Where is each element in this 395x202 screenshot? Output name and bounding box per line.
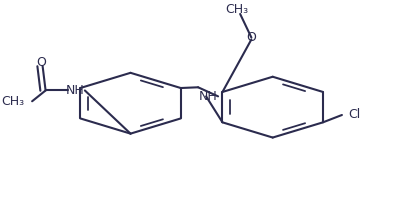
Text: O: O xyxy=(36,56,46,68)
Text: NH: NH xyxy=(199,90,217,103)
Text: Cl: Cl xyxy=(348,108,360,121)
Text: CH₃: CH₃ xyxy=(2,95,24,108)
Text: NH: NH xyxy=(66,84,85,97)
Text: O: O xyxy=(246,31,256,44)
Text: CH₃: CH₃ xyxy=(225,3,248,16)
